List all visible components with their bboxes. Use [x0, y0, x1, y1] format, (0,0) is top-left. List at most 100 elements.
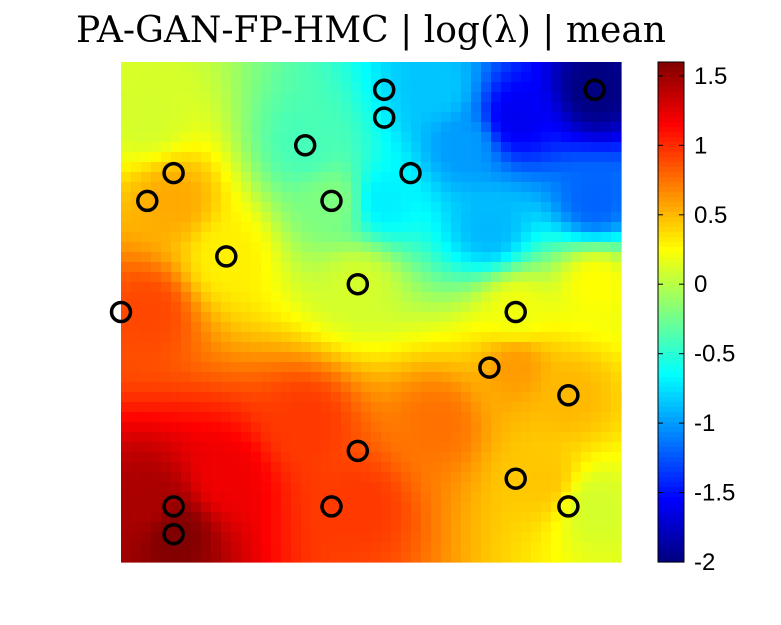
heatmap-cell — [611, 502, 622, 513]
heatmap-cell — [161, 432, 172, 443]
heatmap-cell — [541, 132, 552, 143]
heatmap-cell — [161, 212, 172, 223]
heatmap-cell — [401, 492, 412, 503]
heatmap-cell — [161, 362, 172, 373]
heatmap-cell — [181, 422, 192, 433]
heatmap-cell — [131, 282, 142, 293]
heatmap-cell — [401, 512, 412, 523]
heatmap-cell — [121, 482, 132, 493]
heatmap-cell — [121, 132, 132, 143]
heatmap-cell — [341, 152, 352, 163]
heatmap-cell — [511, 172, 522, 183]
heatmap-cell — [341, 522, 352, 533]
heatmap-cell — [571, 452, 582, 463]
heatmap-cell — [491, 362, 502, 373]
heatmap-cell — [261, 172, 272, 183]
heatmap-cell — [141, 132, 152, 143]
heatmap-cell — [461, 82, 472, 93]
heatmap-cell — [341, 82, 352, 93]
heatmap-cell — [371, 482, 382, 493]
heatmap-cell — [571, 292, 582, 303]
heatmap-cell — [481, 512, 492, 523]
heatmap-cell — [581, 322, 592, 333]
heatmap-cell — [381, 252, 392, 263]
heatmap-cell — [121, 392, 132, 403]
heatmap-cell — [181, 472, 192, 483]
heatmap-cell — [261, 302, 272, 313]
heatmap-cell — [251, 482, 262, 493]
heatmap-cell — [511, 92, 522, 103]
heatmap-cell — [551, 232, 562, 243]
heatmap-cell — [261, 232, 272, 243]
heatmap-cell — [571, 462, 582, 473]
heatmap-cell — [401, 422, 412, 433]
heatmap-cell — [541, 532, 552, 543]
colorbar-segment — [658, 207, 684, 213]
heatmap-cell — [141, 262, 152, 273]
heatmap-cell — [141, 332, 152, 343]
heatmap-cell — [481, 152, 492, 163]
heatmap-cell — [541, 542, 552, 553]
heatmap-cell — [281, 302, 292, 313]
heatmap-cell — [561, 272, 572, 283]
heatmap-cell — [561, 372, 572, 383]
heatmap-cell — [411, 92, 422, 103]
heatmap-cell — [331, 92, 342, 103]
heatmap-cell — [381, 312, 392, 323]
heatmap-cell — [481, 232, 492, 243]
heatmap-cell — [491, 122, 502, 133]
heatmap-cell — [251, 432, 262, 443]
heatmap-cell — [271, 542, 282, 553]
heatmap-cell — [311, 362, 322, 373]
heatmap-cell — [201, 242, 212, 253]
heatmap-cell — [221, 162, 232, 173]
heatmap-cell — [301, 402, 312, 413]
heatmap-cell — [511, 252, 522, 263]
heatmap-cell — [341, 432, 352, 443]
heatmap-cell — [161, 202, 172, 213]
heatmap-cell — [291, 202, 302, 213]
heatmap-cell — [401, 202, 412, 213]
heatmap-cell — [121, 312, 132, 323]
heatmap-cell — [571, 352, 582, 363]
heatmap-cell — [191, 382, 202, 393]
heatmap-cell — [381, 522, 392, 533]
heatmap-cell — [471, 102, 482, 113]
sample-point — [162, 495, 185, 518]
heatmap-cell — [521, 212, 532, 223]
heatmap-cell — [551, 132, 562, 143]
heatmap-cell — [361, 202, 372, 213]
heatmap-cell — [341, 302, 352, 313]
heatmap-cell — [141, 322, 152, 333]
heatmap-cell — [301, 172, 312, 183]
heatmap-cell — [451, 152, 462, 163]
heatmap-cell — [391, 452, 402, 463]
heatmap-cell — [541, 382, 552, 393]
heatmap-cell — [421, 162, 432, 173]
heatmap-cell — [221, 332, 232, 343]
heatmap-cell — [451, 112, 462, 123]
heatmap-cell — [351, 452, 362, 463]
heatmap-cell — [481, 172, 492, 183]
heatmap-cell — [161, 512, 172, 523]
heatmap-cell — [351, 302, 362, 313]
heatmap-cell — [311, 142, 322, 153]
heatmap-cell — [231, 362, 242, 373]
heatmap-cell — [191, 132, 202, 143]
heatmap-cell — [281, 392, 292, 403]
heatmap-cell — [511, 452, 522, 463]
heatmap-cell — [161, 332, 172, 343]
heatmap-cell — [331, 472, 342, 483]
heatmap-cell — [501, 282, 512, 293]
heatmap-cell — [511, 352, 522, 363]
heatmap-cell — [121, 142, 132, 153]
heatmap-cell — [331, 392, 342, 403]
heatmap-cell — [431, 472, 442, 483]
heatmap-cell — [241, 512, 252, 523]
heatmap-cell — [351, 192, 362, 203]
heatmap-cell — [401, 382, 412, 393]
heatmap-cell — [131, 132, 142, 143]
heatmap-cell — [281, 542, 292, 553]
heatmap-cell — [241, 322, 252, 333]
heatmap-cell — [451, 342, 462, 353]
